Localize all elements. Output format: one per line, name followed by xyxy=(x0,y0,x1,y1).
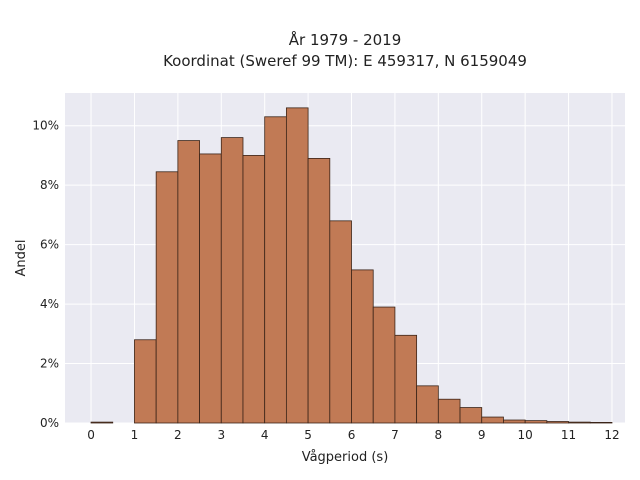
histogram-bar xyxy=(459,407,483,424)
histogram-bar xyxy=(351,269,374,424)
x-tick-label: 4 xyxy=(261,428,269,442)
histogram-bar xyxy=(134,339,157,424)
histogram-bar xyxy=(437,398,461,424)
histogram-bar xyxy=(589,422,613,424)
x-tick-labels: 0 1 2 3 4 5 6 7 8 9 10 11 12 xyxy=(87,428,619,442)
x-tick-label: 1 xyxy=(131,428,139,442)
x-axis-label: Vågperiod (s) xyxy=(302,450,389,465)
histogram-bar xyxy=(307,158,331,424)
histogram-bar xyxy=(524,420,548,424)
histogram-bar xyxy=(329,220,352,424)
histogram-bar xyxy=(503,419,526,424)
x-tick-label: 12 xyxy=(604,428,619,442)
x-tick-label: 8 xyxy=(435,428,443,442)
y-tick-label: 8% xyxy=(40,178,59,192)
histogram-bar xyxy=(546,421,569,424)
histogram-bar xyxy=(90,421,114,424)
histogram-bar xyxy=(568,421,591,424)
chart-subtitle: Koordinat (Sweref 99 TM): E 459317, N 61… xyxy=(163,52,527,70)
histogram-bar xyxy=(155,171,179,424)
y-axis-label: Andel xyxy=(14,240,29,277)
y-tick-label: 10% xyxy=(32,119,59,133)
histogram-bar xyxy=(220,137,244,424)
histogram-bar xyxy=(264,116,287,424)
x-tick-label: 2 xyxy=(174,428,182,442)
histogram-bar xyxy=(285,107,309,424)
histogram-bar xyxy=(199,153,222,424)
histogram-bar xyxy=(177,140,200,424)
histogram-bar xyxy=(372,306,396,424)
histogram-bar xyxy=(416,385,439,424)
chart-title: År 1979 - 2019 xyxy=(289,30,402,49)
x-tick-label: 11 xyxy=(561,428,576,442)
bars xyxy=(90,107,613,424)
histogram-bar xyxy=(394,334,418,424)
x-tick-label: 9 xyxy=(478,428,486,442)
x-tick-label: 6 xyxy=(348,428,356,442)
y-tick-label: 2% xyxy=(40,357,59,371)
histogram-bar xyxy=(242,155,266,424)
x-tick-label: 0 xyxy=(87,428,95,442)
x-tick-label: 5 xyxy=(304,428,312,442)
x-tick-label: 10 xyxy=(518,428,533,442)
histogram-bar xyxy=(481,416,504,424)
x-tick-label: 3 xyxy=(217,428,225,442)
x-tick-label: 7 xyxy=(391,428,399,442)
y-tick-label: 0% xyxy=(40,416,59,430)
y-tick-labels: 0% 2% 4% 6% 8% 10% xyxy=(32,119,59,430)
y-tick-label: 4% xyxy=(40,297,59,311)
y-tick-label: 6% xyxy=(40,238,59,252)
